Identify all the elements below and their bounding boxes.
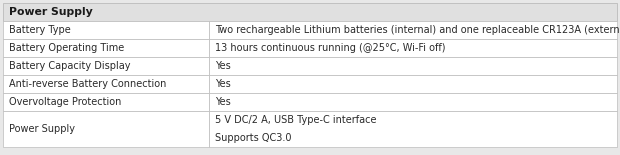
Text: 13 hours continuous running (@25°C, Wi-Fi off): 13 hours continuous running (@25°C, Wi-F… xyxy=(215,43,445,53)
Bar xyxy=(209,21,617,39)
Text: Battery Type: Battery Type xyxy=(9,25,71,35)
Bar xyxy=(3,111,209,147)
Text: 5 V DC/2 A, USB Type-C interface: 5 V DC/2 A, USB Type-C interface xyxy=(215,115,376,125)
Bar xyxy=(3,21,209,39)
Text: Overvoltage Protection: Overvoltage Protection xyxy=(9,97,122,107)
Bar xyxy=(3,39,209,57)
Bar xyxy=(209,111,617,147)
Bar xyxy=(209,57,617,75)
Text: Power Supply: Power Supply xyxy=(9,7,93,17)
Bar xyxy=(3,93,209,111)
Bar xyxy=(3,3,617,21)
Text: Battery Operating Time: Battery Operating Time xyxy=(9,43,124,53)
Bar xyxy=(209,75,617,93)
Text: Supports QC3.0: Supports QC3.0 xyxy=(215,133,291,143)
Text: Battery Capacity Display: Battery Capacity Display xyxy=(9,61,130,71)
Bar xyxy=(209,93,617,111)
Text: Two rechargeable Lithium batteries (internal) and one replaceable CR123A (extern: Two rechargeable Lithium batteries (inte… xyxy=(215,25,620,35)
Text: Yes: Yes xyxy=(215,97,231,107)
Text: Yes: Yes xyxy=(215,79,231,89)
Text: Power Supply: Power Supply xyxy=(9,124,75,134)
Bar xyxy=(3,57,209,75)
Text: Anti-reverse Battery Connection: Anti-reverse Battery Connection xyxy=(9,79,166,89)
Bar xyxy=(209,39,617,57)
Text: Yes: Yes xyxy=(215,61,231,71)
Bar xyxy=(3,75,209,93)
